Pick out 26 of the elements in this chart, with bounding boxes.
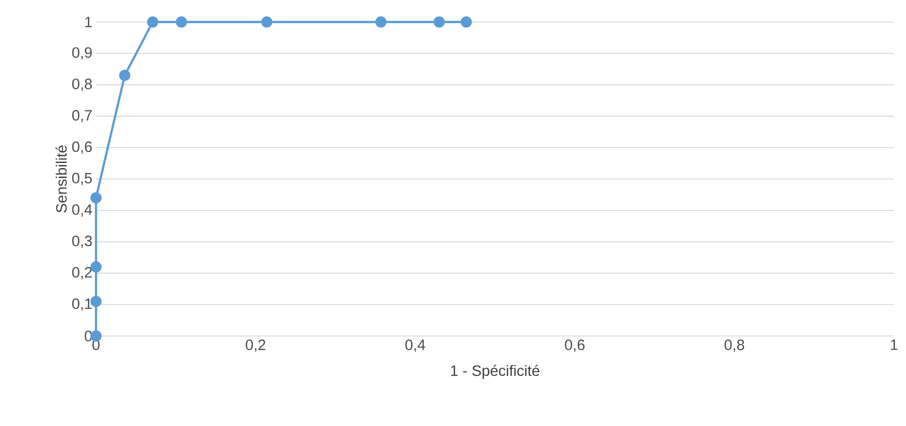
y-tick-label: 0,6	[72, 141, 92, 154]
y-tick-label: 0,5	[72, 172, 92, 186]
y-tick-label: 0,9	[72, 47, 92, 60]
y-axis-title: Sensibilité	[56, 145, 67, 213]
point	[90, 192, 102, 204]
x-tick-label: 1	[890, 340, 898, 350]
point	[90, 261, 102, 273]
point	[375, 16, 386, 28]
x-tick-label: 0,4	[405, 340, 426, 352]
x-tick-label: 0,8	[724, 340, 744, 352]
point	[261, 16, 272, 28]
y-tick-label: 0,1	[72, 298, 92, 311]
y-tick-label: 0,8	[72, 78, 92, 91]
y-tick-label: 0,4	[72, 204, 92, 217]
x-tick-label: 0,6	[564, 340, 585, 352]
point	[147, 16, 158, 28]
point	[460, 16, 472, 28]
y-tick-label: 1	[85, 16, 92, 28]
y-tick-label: 0,7	[72, 110, 92, 122]
x-axis-title: 1 - Spécificité	[451, 364, 540, 379]
point	[119, 70, 130, 81]
y-tick-label: 0,2	[72, 266, 92, 280]
point	[176, 16, 187, 28]
point	[434, 16, 445, 28]
y-tick-label: 0,3	[72, 236, 92, 248]
x-tick-label: 0,2	[246, 340, 266, 352]
